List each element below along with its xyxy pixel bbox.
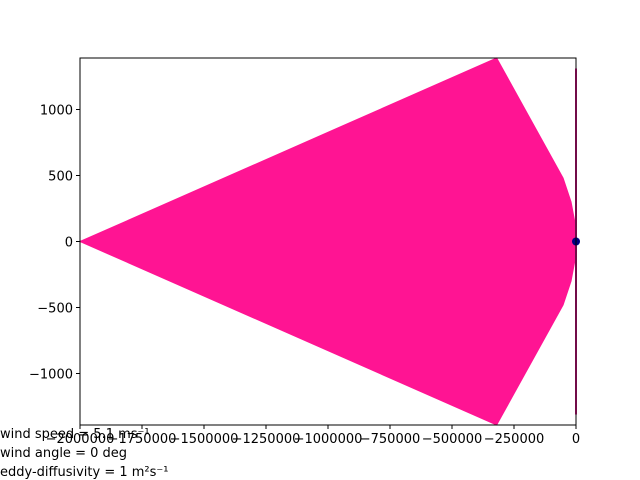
y-tick-label: 0	[65, 236, 73, 251]
x-tick-label: −2000000	[46, 432, 115, 447]
x-tick-label: −750000	[360, 432, 421, 447]
x-tick-label: −1000000	[294, 432, 363, 447]
x-tick-label: −1250000	[232, 432, 301, 447]
x-tick-label: −250000	[484, 432, 545, 447]
x-tick-label: −1750000	[108, 432, 177, 447]
y-tick-label: −1000	[29, 368, 73, 383]
x-tick-label: −500000	[422, 432, 483, 447]
y-tick-label: 500	[48, 169, 73, 184]
y-tick-label: 1000	[40, 103, 73, 118]
fill-area	[78, 57, 577, 426]
x-tick-label: 0	[572, 432, 580, 447]
annotation: eddy-diffusivity = 1 m²s⁻¹	[0, 465, 168, 480]
y-tick-label: −500	[37, 302, 73, 317]
annotation: wind angle = 0 deg	[0, 446, 127, 461]
annotation: wind speed = 5.1 ms⁻¹	[0, 427, 150, 442]
x-tick-label: −1500000	[170, 432, 239, 447]
